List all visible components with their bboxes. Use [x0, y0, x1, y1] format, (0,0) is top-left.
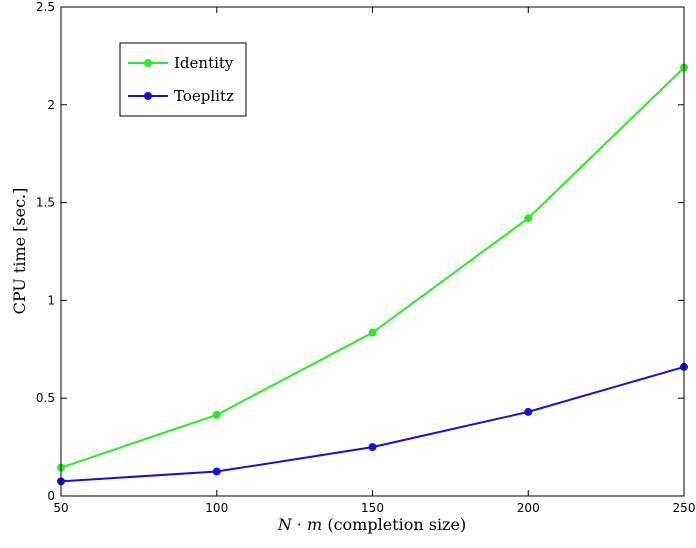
x-tick-label: 100: [205, 501, 228, 515]
series-line-toeplitz: [60, 365, 685, 483]
y-tick-label: 0: [47, 489, 55, 503]
x-tick-label: 200: [517, 501, 540, 515]
y-tick-label: 2.5: [36, 0, 55, 14]
legend-label-identity: Identity: [174, 54, 234, 72]
x-tick-label: 50: [53, 501, 68, 515]
y-tick-label: 1.5: [36, 196, 55, 210]
y-tick-label: 1: [47, 293, 55, 307]
legend-marker-identity: [144, 59, 152, 67]
legend-marker-toeplitz: [144, 92, 152, 100]
legend-box: [119, 42, 247, 117]
data-point-identity: [368, 328, 377, 337]
data-point-toeplitz: [212, 467, 221, 476]
x-axis-label: N · m (completion size): [277, 515, 466, 534]
data-point-toeplitz: [368, 443, 377, 452]
x-tick-label: 150: [361, 501, 384, 515]
y-axis-label: CPU time [sec.]: [10, 188, 29, 315]
legend: Identity Toeplitz: [119, 42, 247, 117]
legend-label-toeplitz: Toeplitz: [174, 87, 234, 105]
y-tick-label: 0.5: [36, 391, 55, 405]
series-line-identity: [60, 66, 685, 469]
data-point-identity: [212, 410, 221, 419]
data-point-identity: [524, 214, 533, 223]
x-tick-label: 250: [673, 501, 696, 515]
data-point-toeplitz: [524, 407, 533, 416]
y-tick-label: 2: [47, 98, 55, 112]
